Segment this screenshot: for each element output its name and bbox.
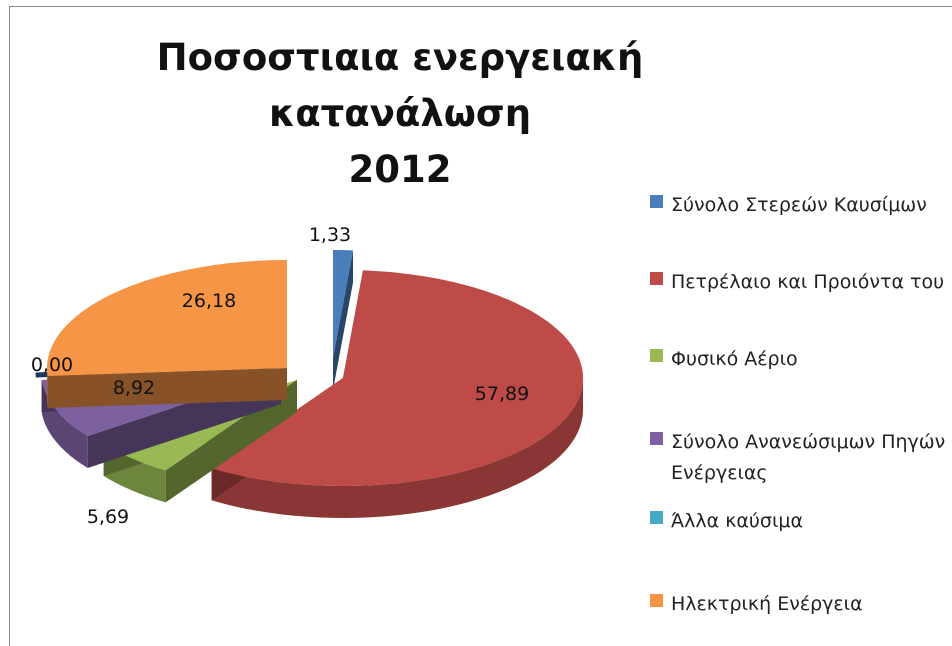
pie-slice-oil-products-rim [211,378,583,518]
pie-slice-electricity [47,260,287,376]
pie-slice-renewables-rim [41,380,88,468]
legend-swatch-solid-fuels [650,195,663,208]
legend-swatch-renewables [650,432,663,445]
legend-label-natural-gas: Φυσικό Αέριο [671,348,798,370]
chart-title-line-1: Ποσοστιαια ενεργειακή κατανάλωση [156,36,644,135]
data-label-other-fuels: 0,00 [31,354,73,376]
pie-slice-solid-fuels-wall-1 [333,250,354,390]
legend-swatch-other-fuels [650,511,663,524]
data-label-renewables: 8,92 [113,377,155,399]
pie-slice-solid-fuels [333,250,353,358]
legend-label-renewables: Σύνολο Ανανεώσιμων Πηγών Ενέργειας [671,431,946,484]
pie-slice-electricity-wall-0 [47,368,287,408]
legend-label-electricity: Ηλεκτρική Ενέργεια [671,593,863,615]
data-label-natural-gas: 5,69 [87,506,129,528]
pie-data-labels: 1,33 57,89 5,69 8,92 0,00 26,18 [31,224,529,528]
legend-swatch-oil-products [650,272,663,285]
data-label-oil-products: 57,89 [475,383,529,405]
pie-slice-oil-products [211,270,583,486]
chart-title: Ποσοστιαια ενεργειακή κατανάλωση 2012 [40,30,760,198]
data-label-solid-fuels: 1,33 [309,224,351,246]
legend-label-oil-products: Πετρέλαιο και Προιόντα του [671,271,945,293]
legend-swatch-natural-gas [650,349,663,362]
data-label-electricity: 26,18 [182,290,236,312]
legend-swatch-electricity [650,594,663,607]
legend-label-other-fuels: Άλλα καύσιμα [671,510,804,532]
pie-slice-oil-products-group [211,270,583,518]
chart-frame [9,6,952,646]
pie-slice-solid-fuels-group [333,250,354,390]
pie-slices [35,250,583,518]
chart-title-line-2: 2012 [348,148,452,191]
pie-slice-electricity-rim [47,368,48,408]
pie-slice-electricity-group [47,260,287,408]
legend-label-solid-fuels: Σύνολο Στερεών Καυσίμων [671,194,927,216]
